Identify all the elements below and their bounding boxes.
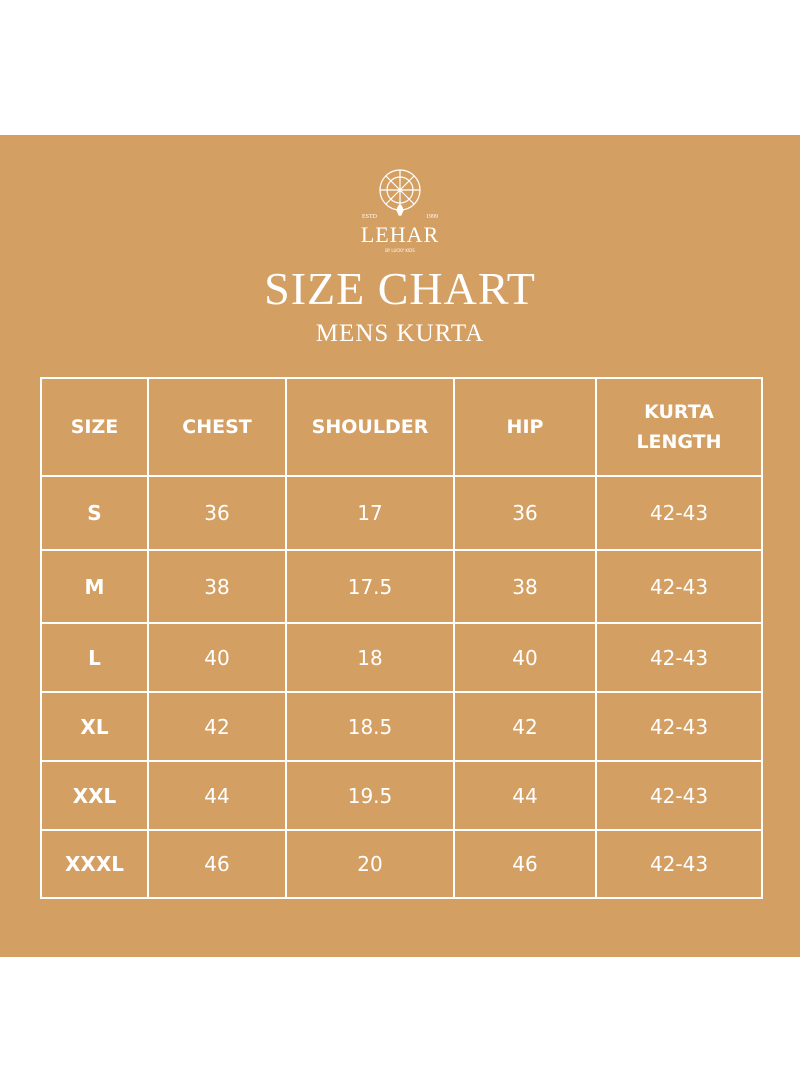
measure-cell: 40 bbox=[453, 622, 597, 693]
table-row: S 36 17 36 42-43 bbox=[40, 475, 763, 551]
measure-cell: 36 bbox=[453, 475, 597, 551]
column-header-text: KURTA LENGTH bbox=[636, 401, 722, 453]
measure-cell: 42 bbox=[453, 691, 597, 762]
measure-cell: 38 bbox=[453, 549, 597, 624]
size-cell: S bbox=[40, 475, 149, 551]
table-row: XL 42 18.5 42 42-43 bbox=[40, 691, 763, 762]
header-row: SIZE CHEST SHOULDER HIP KURTA LENGTH bbox=[40, 377, 763, 477]
column-header: SHOULDER bbox=[285, 377, 455, 477]
logo-estd: ESTD bbox=[362, 214, 378, 220]
column-header-text: SHOULDER bbox=[311, 416, 429, 438]
logo-year: 1999 bbox=[426, 214, 438, 220]
size-cell: L bbox=[40, 622, 149, 693]
measure-cell: 42-43 bbox=[595, 829, 763, 899]
measure-cell: 17.5 bbox=[285, 549, 455, 624]
table-row: L 40 18 40 42-43 bbox=[40, 622, 763, 693]
measure-cell: 18.5 bbox=[285, 691, 455, 762]
table-row: XXXL 46 20 46 42-43 bbox=[40, 829, 763, 899]
measure-cell: 36 bbox=[147, 475, 287, 551]
measure-cell: 20 bbox=[285, 829, 455, 899]
table-row: M 38 17.5 38 42-43 bbox=[40, 549, 763, 624]
column-header-text: HIP bbox=[506, 416, 544, 438]
measure-cell: 42-43 bbox=[595, 760, 763, 831]
column-header: CHEST bbox=[147, 377, 287, 477]
column-header: SIZE bbox=[40, 377, 149, 477]
measure-cell: 42-43 bbox=[595, 691, 763, 762]
measure-cell: 40 bbox=[147, 622, 287, 693]
size-cell: XXXL bbox=[40, 829, 149, 899]
measure-cell: 42-43 bbox=[595, 622, 763, 693]
size-cell: M bbox=[40, 549, 149, 624]
column-header-text: CHEST bbox=[182, 416, 252, 438]
measure-cell: 17 bbox=[285, 475, 455, 551]
measure-cell: 44 bbox=[147, 760, 287, 831]
measure-cell: 19.5 bbox=[285, 760, 455, 831]
column-header-text: SIZE bbox=[70, 416, 119, 438]
size-table: SIZE CHEST SHOULDER HIP KURTA LENGTH S 36 17 36 4… bbox=[40, 377, 763, 899]
size-cell: XL bbox=[40, 691, 149, 762]
title: SIZE CHART bbox=[264, 263, 536, 314]
table-row: XXL 44 19.5 44 42-43 bbox=[40, 760, 763, 831]
measure-cell: 42-43 bbox=[595, 549, 763, 624]
measure-cell: 38 bbox=[147, 549, 287, 624]
measure-cell: 18 bbox=[285, 622, 455, 693]
logo-tagline: BY LUCKY KIDS bbox=[385, 248, 415, 253]
measure-cell: 46 bbox=[453, 829, 597, 899]
measure-cell: 42 bbox=[147, 691, 287, 762]
logo-brand: LEHAR bbox=[361, 222, 439, 247]
measure-cell: 44 bbox=[453, 760, 597, 831]
subtitle: MENS KURTA bbox=[315, 320, 485, 347]
measure-cell: 42-43 bbox=[595, 475, 763, 551]
column-header: HIP bbox=[453, 377, 597, 477]
column-header: KURTA LENGTH bbox=[595, 377, 763, 477]
measure-cell: 46 bbox=[147, 829, 287, 899]
size-cell: XXL bbox=[40, 760, 149, 831]
logo: ESTD 1999 LEHAR BY LUCKY KIDS bbox=[361, 169, 439, 253]
